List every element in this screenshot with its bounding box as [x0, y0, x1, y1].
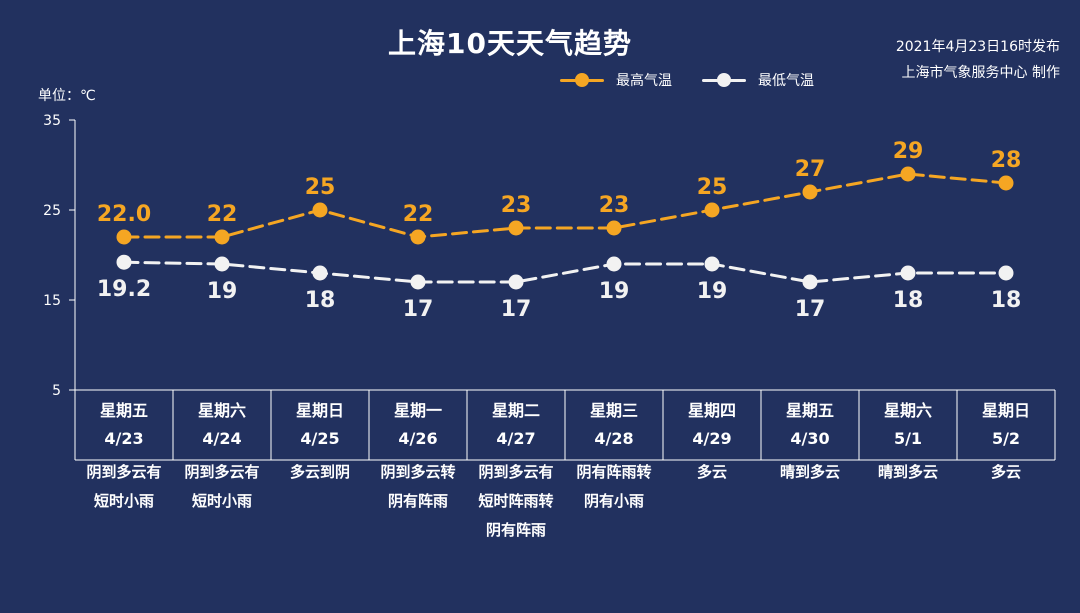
day-header: 星期六 5/1: [859, 390, 957, 460]
day-header: 星期五 4/23: [75, 390, 173, 460]
date-label: 4/30: [790, 429, 830, 448]
low-temp-point: [508, 274, 524, 290]
low-temp-label: 17: [403, 297, 434, 322]
high-temp-label: 25: [697, 175, 728, 200]
day-header: 星期一 4/26: [369, 390, 467, 460]
y-tick-label: 15: [43, 293, 61, 309]
low-temp-label: 17: [795, 297, 826, 322]
publisher: 上海市气象服务中心 制作: [901, 65, 1060, 81]
day-header: 星期三 4/28: [565, 390, 663, 460]
day-header: 星期五 4/30: [761, 390, 859, 460]
legend-item-low: 最低气温: [702, 70, 814, 90]
weekday-label: 星期二: [491, 401, 540, 420]
low-temp-label: 18: [893, 288, 924, 313]
high-temp-point: [116, 229, 132, 245]
day-header: 星期日 5/2: [957, 390, 1055, 460]
date-label: 5/1: [893, 429, 923, 448]
date-label: 4/28: [594, 429, 634, 448]
high-temp-label: 25: [305, 175, 336, 200]
date-label: 4/23: [104, 429, 144, 448]
weather-condition: 阴有阵雨转 阴有小雨: [576, 463, 652, 510]
high-temp-label: 22.0: [97, 202, 151, 227]
weekday-label: 星期一: [393, 401, 442, 420]
weather-condition: 多云: [990, 463, 1021, 481]
date-label: 4/27: [496, 429, 536, 448]
high-temp-label: 27: [795, 157, 826, 182]
high-temp-label: 23: [501, 193, 532, 218]
weekday-label: 星期日: [295, 401, 344, 420]
high-temp-point: [802, 184, 818, 200]
low-temp-point: [998, 265, 1014, 281]
high-temp-label: 28: [991, 148, 1022, 173]
weekday-label: 星期五: [99, 401, 148, 420]
legend-swatch-low: [702, 73, 746, 87]
date-label: 4/26: [398, 429, 438, 448]
y-tick-label: 25: [43, 203, 61, 219]
weather-condition: 多云: [696, 463, 727, 481]
weekday-label: 星期三: [589, 401, 638, 420]
low-temp-label: 18: [991, 288, 1022, 313]
high-temp-point: [704, 202, 720, 218]
date-label: 4/25: [300, 429, 340, 448]
high-temp-line: [122, 172, 1008, 239]
high-temp-label: 22: [207, 202, 238, 227]
weekday-label: 星期四: [687, 401, 736, 420]
weekday-label: 星期五: [785, 401, 834, 420]
y-tick-label: 5: [52, 383, 61, 399]
unit-label: 单位：℃: [38, 88, 96, 104]
legend-label-low: 最低气温: [758, 73, 814, 89]
low-temp-label: 19.2: [97, 277, 151, 302]
high-temp-point: [606, 220, 622, 236]
legend-item-high: 最高气温: [560, 70, 672, 90]
weather-condition: 阴到多云有 短时小雨: [184, 463, 260, 510]
high-temp-point: [998, 175, 1014, 191]
low-temp-point: [802, 274, 818, 290]
low-temp-point: [606, 256, 622, 272]
low-temp-label: 18: [305, 288, 336, 313]
day-header: 星期四 4/29: [663, 390, 761, 460]
weather-condition: 阴到多云有 短时小雨: [86, 463, 162, 510]
low-temp-point: [900, 265, 916, 281]
date-label: 4/24: [202, 429, 242, 448]
high-temp-point: [312, 202, 328, 218]
weekday-label: 星期六: [883, 401, 932, 420]
publish-info: 2021年4月23日16时发布 上海市气象服务中心 制作: [896, 34, 1060, 86]
low-temp-point: [214, 256, 230, 272]
weather-condition: 晴到多云: [877, 463, 938, 481]
day-header: 星期六 4/24: [173, 390, 271, 460]
high-temp-point: [214, 229, 230, 245]
day-header: 星期二 4/27: [467, 390, 565, 460]
low-temp-label: 19: [207, 279, 238, 304]
weather-condition: 阴到多云转 阴有阵雨: [380, 463, 456, 510]
high-temp-label: 23: [599, 193, 630, 218]
low-temp-line: [122, 260, 1008, 284]
legend-label-high: 最高气温: [616, 73, 672, 89]
y-tick-label: 35: [43, 113, 61, 129]
chart-title: 上海10天天气趋势: [388, 27, 632, 60]
low-temp-label: 19: [599, 279, 630, 304]
day-header: 星期日 4/25: [271, 390, 369, 460]
high-temp-point: [410, 229, 426, 245]
low-temp-label: 17: [501, 297, 532, 322]
low-temp-label: 19: [697, 279, 728, 304]
weekday-label: 星期六: [197, 401, 246, 420]
publish-date: 2021年4月23日16时发布: [895, 39, 1060, 55]
high-temp-point: [508, 220, 524, 236]
weather-condition: 晴到多云: [779, 463, 840, 481]
high-temp-label: 22: [403, 202, 434, 227]
weekday-label: 星期日: [981, 401, 1030, 420]
high-temp-label: 29: [893, 139, 924, 164]
low-temp-point: [410, 274, 426, 290]
weather-condition: 多云到阴: [289, 463, 350, 481]
date-label: 5/2: [991, 429, 1021, 448]
legend: 最高气温 最低气温: [560, 70, 814, 90]
low-temp-point: [116, 254, 132, 270]
date-label: 4/29: [692, 429, 732, 448]
low-temp-point: [704, 256, 720, 272]
high-temp-point: [900, 166, 916, 182]
low-temp-point: [312, 265, 328, 281]
weather-condition: 阴到多云有 短时阵雨转 阴有阵雨: [478, 463, 554, 539]
legend-swatch-high: [560, 73, 604, 87]
